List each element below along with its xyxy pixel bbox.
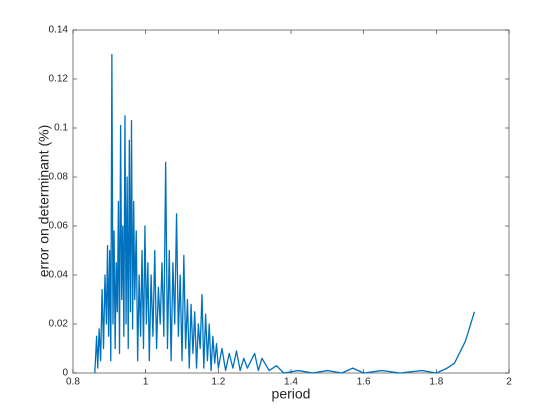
y-tick-label: 0 [62, 368, 68, 379]
x-tick-label: 0.8 [66, 377, 80, 388]
x-tick-label: 1.8 [429, 377, 443, 388]
y-tick-label: 0.12 [49, 74, 69, 85]
y-tick-label: 0.04 [49, 270, 69, 281]
data-line [94, 53, 476, 374]
x-tick-label: 1 [143, 377, 149, 388]
x-tick-label: 1.6 [357, 377, 371, 388]
y-tick-label: 0.08 [49, 172, 69, 183]
y-tick-label: 0.06 [49, 221, 69, 232]
x-axis-label: period [272, 386, 311, 402]
x-tick-label: 2 [506, 377, 512, 388]
y-tick-label: 0.02 [49, 319, 69, 330]
x-tick-label: 1.4 [284, 377, 298, 388]
y-tick-label: 0.1 [54, 123, 68, 134]
x-tick-label: 1.2 [211, 377, 225, 388]
y-tick-label: 0.14 [49, 25, 69, 36]
y-axis-label: error on determinant (%) [36, 125, 52, 278]
